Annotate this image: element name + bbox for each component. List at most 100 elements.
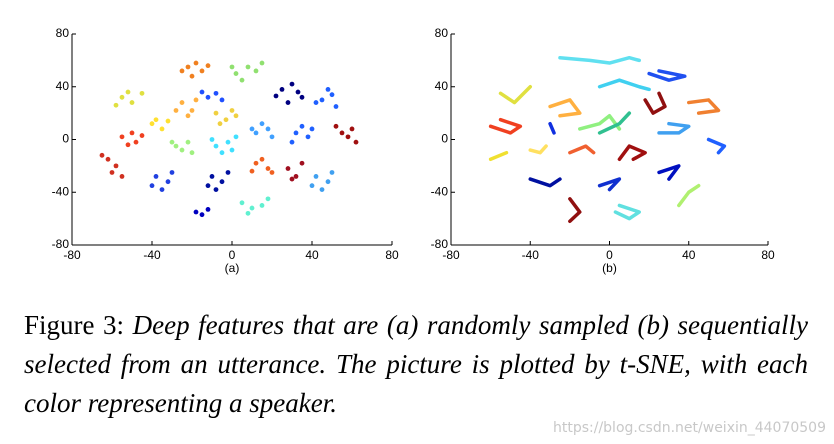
point bbox=[189, 73, 195, 79]
x-tick-label: -80 bbox=[442, 248, 460, 262]
point bbox=[269, 170, 275, 175]
point bbox=[233, 71, 239, 76]
point bbox=[209, 174, 215, 179]
point bbox=[259, 60, 265, 66]
y-tick-label: 0 bbox=[62, 132, 69, 146]
point bbox=[329, 170, 335, 175]
point bbox=[149, 121, 155, 127]
point bbox=[333, 104, 339, 109]
caption-label: Figure 3: bbox=[24, 310, 125, 340]
trajectory bbox=[687, 98, 721, 115]
point bbox=[299, 160, 305, 166]
point bbox=[119, 94, 125, 100]
point bbox=[179, 100, 185, 105]
point bbox=[349, 126, 355, 132]
point bbox=[229, 64, 235, 70]
point bbox=[113, 163, 119, 169]
y-tick-label: -40 bbox=[52, 184, 70, 198]
point bbox=[223, 117, 229, 123]
point bbox=[205, 63, 211, 69]
point bbox=[153, 117, 159, 123]
caption: Figure 3: Deep features that are (a) ran… bbox=[24, 306, 808, 423]
point bbox=[129, 130, 135, 136]
point bbox=[253, 130, 259, 136]
x-tick-label: -40 bbox=[522, 248, 540, 262]
point bbox=[185, 64, 191, 70]
point bbox=[193, 97, 199, 103]
point bbox=[159, 126, 165, 132]
point bbox=[193, 209, 199, 215]
point bbox=[139, 133, 145, 138]
point bbox=[345, 134, 351, 140]
point bbox=[205, 183, 211, 189]
x-tick-label: 0 bbox=[229, 248, 236, 262]
point bbox=[213, 143, 219, 149]
trajectory bbox=[597, 111, 632, 135]
point bbox=[325, 179, 331, 185]
point bbox=[189, 150, 195, 156]
y-tick-label: 0 bbox=[441, 132, 448, 146]
point bbox=[185, 113, 191, 119]
point bbox=[179, 147, 185, 153]
point bbox=[189, 108, 195, 113]
trajectory bbox=[488, 150, 509, 162]
point bbox=[165, 118, 171, 124]
point bbox=[289, 81, 295, 87]
x-tick-label: 80 bbox=[761, 248, 775, 262]
point bbox=[309, 126, 315, 132]
point bbox=[169, 170, 175, 175]
point bbox=[273, 93, 279, 99]
point bbox=[353, 139, 359, 145]
point bbox=[293, 174, 299, 179]
point bbox=[169, 139, 175, 145]
point bbox=[213, 110, 219, 116]
figure: -80 -40 0 40 80 -80 -40 0 40 80 (a) -80 -40 0 40 80 -80 -… bbox=[52, 26, 775, 275]
trajectory bbox=[488, 117, 523, 135]
point bbox=[105, 156, 111, 162]
point bbox=[219, 150, 225, 156]
point bbox=[285, 166, 291, 171]
point bbox=[295, 89, 301, 95]
y-tick-label: -40 bbox=[431, 184, 449, 198]
trajectory bbox=[568, 144, 596, 155]
point bbox=[229, 147, 235, 153]
point bbox=[213, 90, 219, 96]
point bbox=[129, 100, 135, 105]
point bbox=[219, 97, 225, 103]
point bbox=[109, 170, 115, 175]
point bbox=[299, 123, 305, 129]
trajectory bbox=[498, 85, 532, 105]
point bbox=[265, 196, 271, 202]
point bbox=[225, 139, 231, 145]
trajectory bbox=[643, 91, 667, 115]
trajectory bbox=[657, 121, 691, 135]
trajectory bbox=[528, 177, 562, 188]
point bbox=[259, 121, 265, 127]
trajectory bbox=[548, 121, 556, 135]
point bbox=[259, 156, 265, 162]
trajectory bbox=[528, 144, 548, 155]
chart-label: (a) bbox=[225, 261, 240, 275]
point bbox=[199, 68, 205, 74]
point bbox=[139, 90, 145, 96]
point bbox=[319, 97, 325, 103]
point bbox=[299, 94, 305, 100]
point bbox=[239, 77, 245, 83]
point bbox=[253, 68, 259, 74]
trajectory bbox=[597, 78, 651, 92]
trajectory bbox=[558, 55, 641, 65]
point bbox=[205, 206, 211, 212]
trajectory bbox=[613, 203, 641, 221]
point bbox=[269, 134, 275, 140]
point bbox=[99, 152, 105, 158]
x-tick-label: -40 bbox=[143, 248, 161, 262]
point bbox=[153, 174, 159, 179]
point bbox=[213, 187, 219, 193]
point bbox=[339, 130, 345, 136]
point bbox=[199, 212, 205, 218]
caption-text: Deep features that are (a) randomly samp… bbox=[24, 310, 809, 418]
point bbox=[249, 126, 255, 132]
point bbox=[245, 64, 251, 70]
point bbox=[229, 108, 235, 113]
